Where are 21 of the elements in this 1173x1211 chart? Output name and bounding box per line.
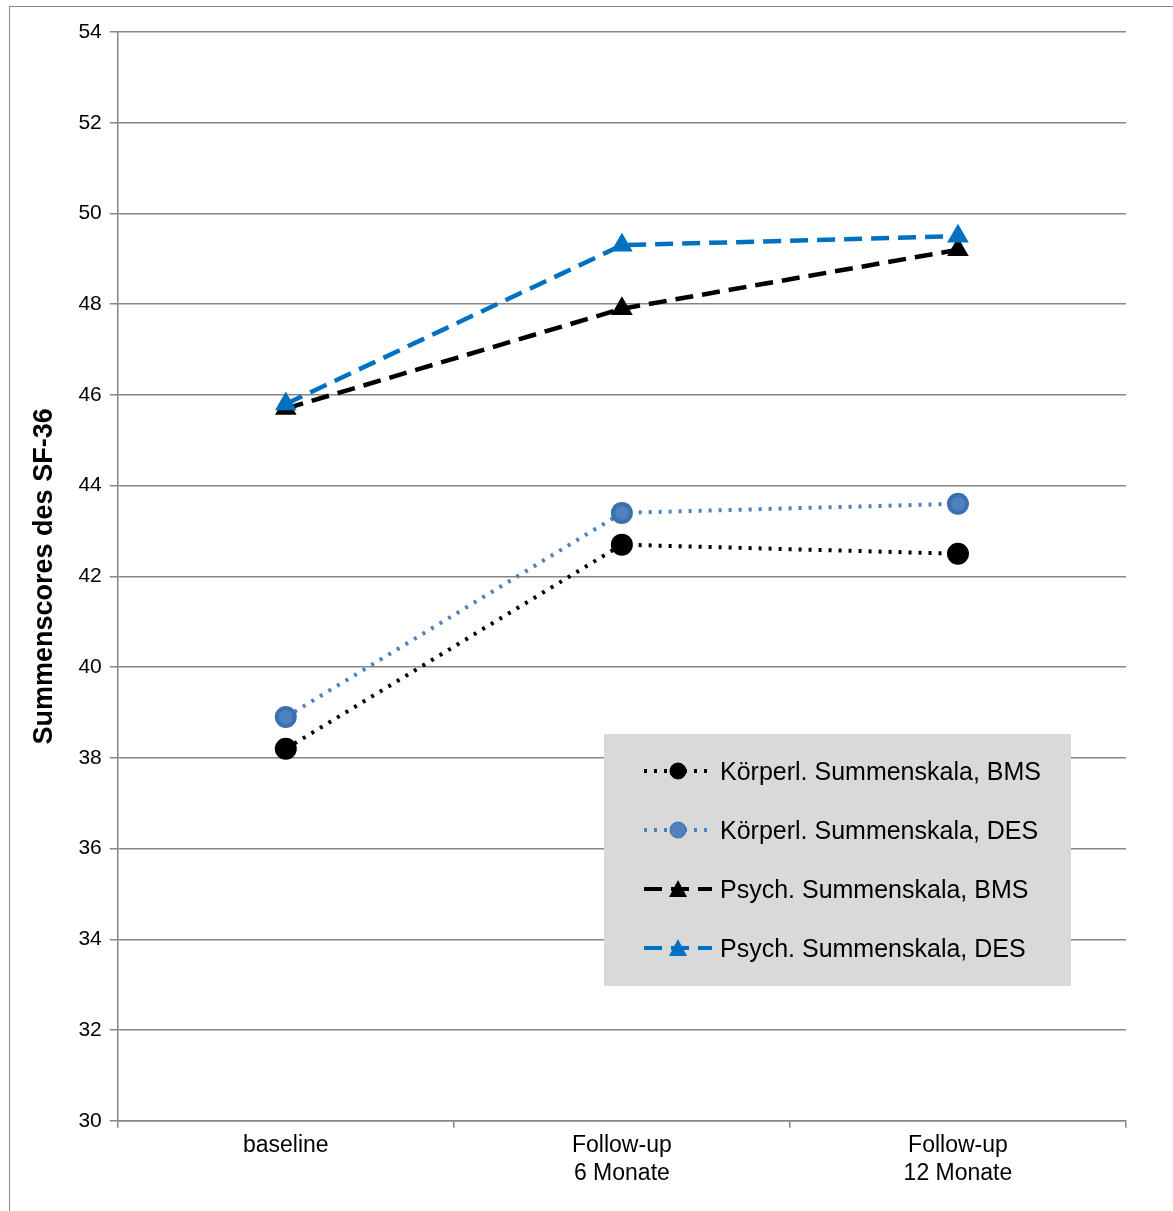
y-tick-label: 40 xyxy=(78,653,102,677)
y-tick-label: 38 xyxy=(78,744,102,768)
x-tick-label: baseline xyxy=(242,1130,329,1157)
legend-label: Körperl. Summenskala, BMS xyxy=(720,756,1041,786)
x-tick-label: Follow-up 6 Monate xyxy=(572,1130,672,1185)
x-tick-label: Follow-up 12 Monate xyxy=(903,1130,1013,1185)
y-tick-label: 48 xyxy=(78,291,102,314)
legend-label: Psych. Summenskala, BMS xyxy=(720,874,1029,904)
y-tick-label: 54 xyxy=(78,18,103,42)
y-tick-label: 30 xyxy=(78,1107,102,1131)
y-tick-label: 44 xyxy=(78,472,103,496)
y-tick-label: 42 xyxy=(78,563,102,587)
legend-label: Körperl. Summenskala, DES xyxy=(720,815,1039,845)
y-tick-label: 32 xyxy=(78,1016,102,1040)
y-tick-label: 34 xyxy=(78,926,103,950)
y-tick-label: 46 xyxy=(78,381,102,405)
legend-label: Psych. Summenskala, DES xyxy=(720,933,1026,963)
y-tick-label: 50 xyxy=(78,200,102,224)
y-tick-label: 52 xyxy=(78,109,102,133)
y-tick-label: 36 xyxy=(78,835,102,859)
y-axis-title: Summenscores des SF-36 xyxy=(27,408,58,745)
